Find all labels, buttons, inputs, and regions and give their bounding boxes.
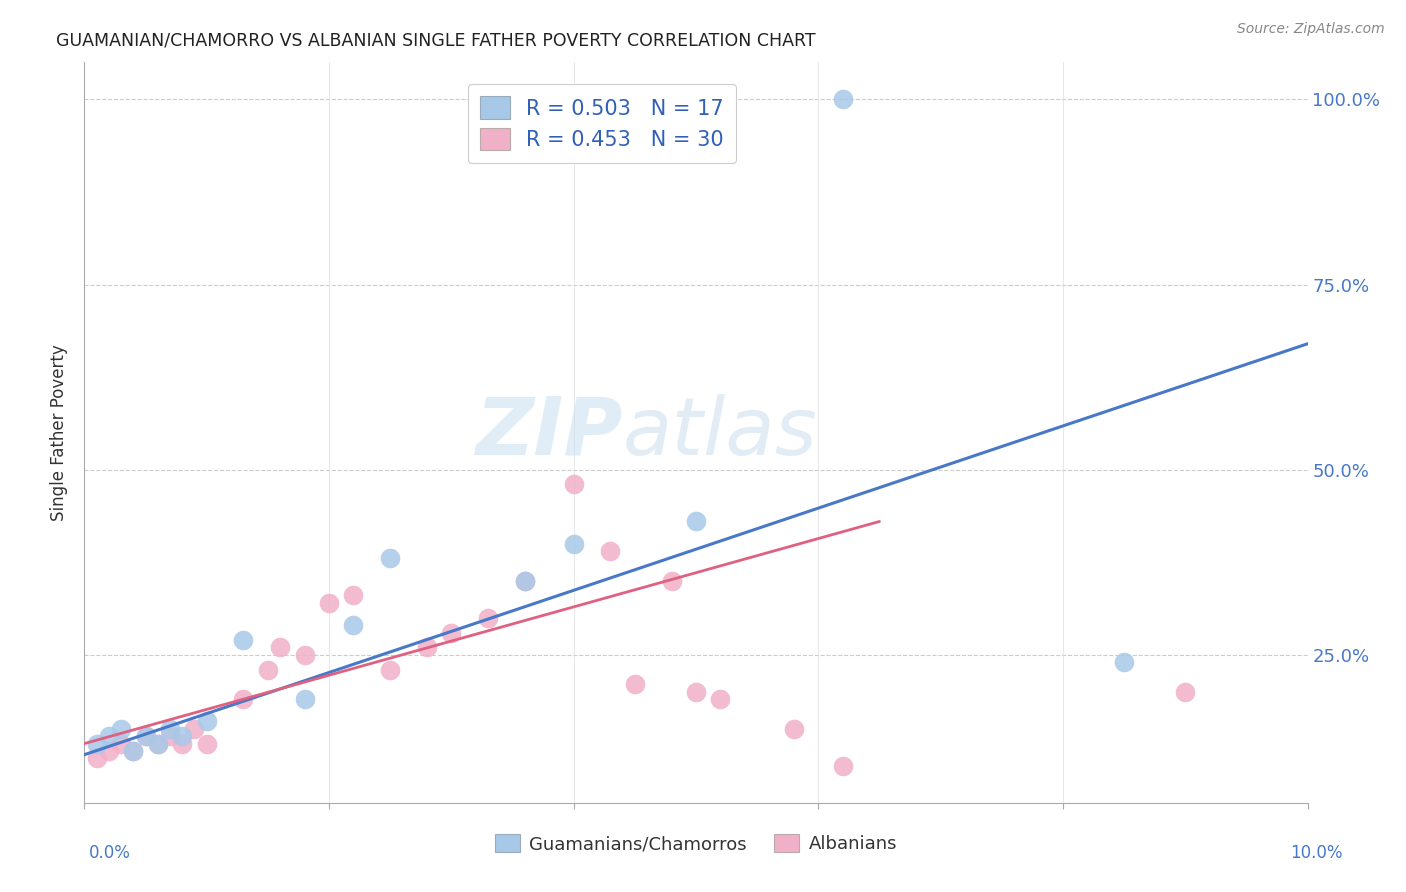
Point bbox=[97, 729, 120, 743]
Point bbox=[195, 714, 218, 729]
Point bbox=[661, 574, 683, 588]
Point bbox=[110, 737, 132, 751]
Point bbox=[97, 744, 120, 758]
Point bbox=[380, 551, 402, 566]
Point bbox=[195, 737, 218, 751]
Point bbox=[709, 692, 731, 706]
Point bbox=[624, 677, 647, 691]
Point bbox=[146, 737, 169, 751]
Point bbox=[159, 722, 181, 736]
Point bbox=[416, 640, 439, 655]
Point bbox=[783, 722, 806, 736]
Point bbox=[172, 737, 194, 751]
Point bbox=[318, 596, 340, 610]
Text: Source: ZipAtlas.com: Source: ZipAtlas.com bbox=[1237, 22, 1385, 37]
Point bbox=[380, 663, 402, 677]
Point bbox=[257, 663, 280, 677]
Point bbox=[232, 692, 254, 706]
Text: ZIP: ZIP bbox=[475, 393, 623, 472]
Point bbox=[685, 685, 707, 699]
Point bbox=[1174, 685, 1197, 699]
Point bbox=[685, 515, 707, 529]
Point bbox=[294, 692, 316, 706]
Point bbox=[831, 758, 853, 772]
Y-axis label: Single Father Poverty: Single Father Poverty bbox=[51, 344, 69, 521]
Point bbox=[135, 729, 157, 743]
Point bbox=[562, 477, 585, 491]
Point bbox=[477, 610, 499, 624]
Point bbox=[294, 648, 316, 662]
Point bbox=[232, 632, 254, 647]
Point bbox=[513, 574, 536, 588]
Point bbox=[110, 722, 132, 736]
Point bbox=[342, 618, 364, 632]
Point bbox=[831, 92, 853, 106]
Point bbox=[122, 744, 145, 758]
Point bbox=[183, 722, 205, 736]
Point bbox=[172, 729, 194, 743]
Point bbox=[146, 737, 169, 751]
Point bbox=[513, 574, 536, 588]
Point bbox=[86, 751, 108, 765]
Point bbox=[1114, 655, 1136, 669]
Text: 10.0%: 10.0% bbox=[1289, 844, 1343, 862]
Legend: Guamanians/Chamorros, Albanians: Guamanians/Chamorros, Albanians bbox=[488, 827, 904, 861]
Point bbox=[159, 729, 181, 743]
Text: 0.0%: 0.0% bbox=[89, 844, 131, 862]
Point bbox=[440, 625, 463, 640]
Point bbox=[135, 729, 157, 743]
Point bbox=[342, 589, 364, 603]
Point bbox=[562, 536, 585, 550]
Point bbox=[86, 737, 108, 751]
Point bbox=[269, 640, 291, 655]
Text: GUAMANIAN/CHAMORRO VS ALBANIAN SINGLE FATHER POVERTY CORRELATION CHART: GUAMANIAN/CHAMORRO VS ALBANIAN SINGLE FA… bbox=[56, 31, 815, 49]
Point bbox=[599, 544, 621, 558]
Point bbox=[122, 744, 145, 758]
Text: atlas: atlas bbox=[623, 393, 817, 472]
